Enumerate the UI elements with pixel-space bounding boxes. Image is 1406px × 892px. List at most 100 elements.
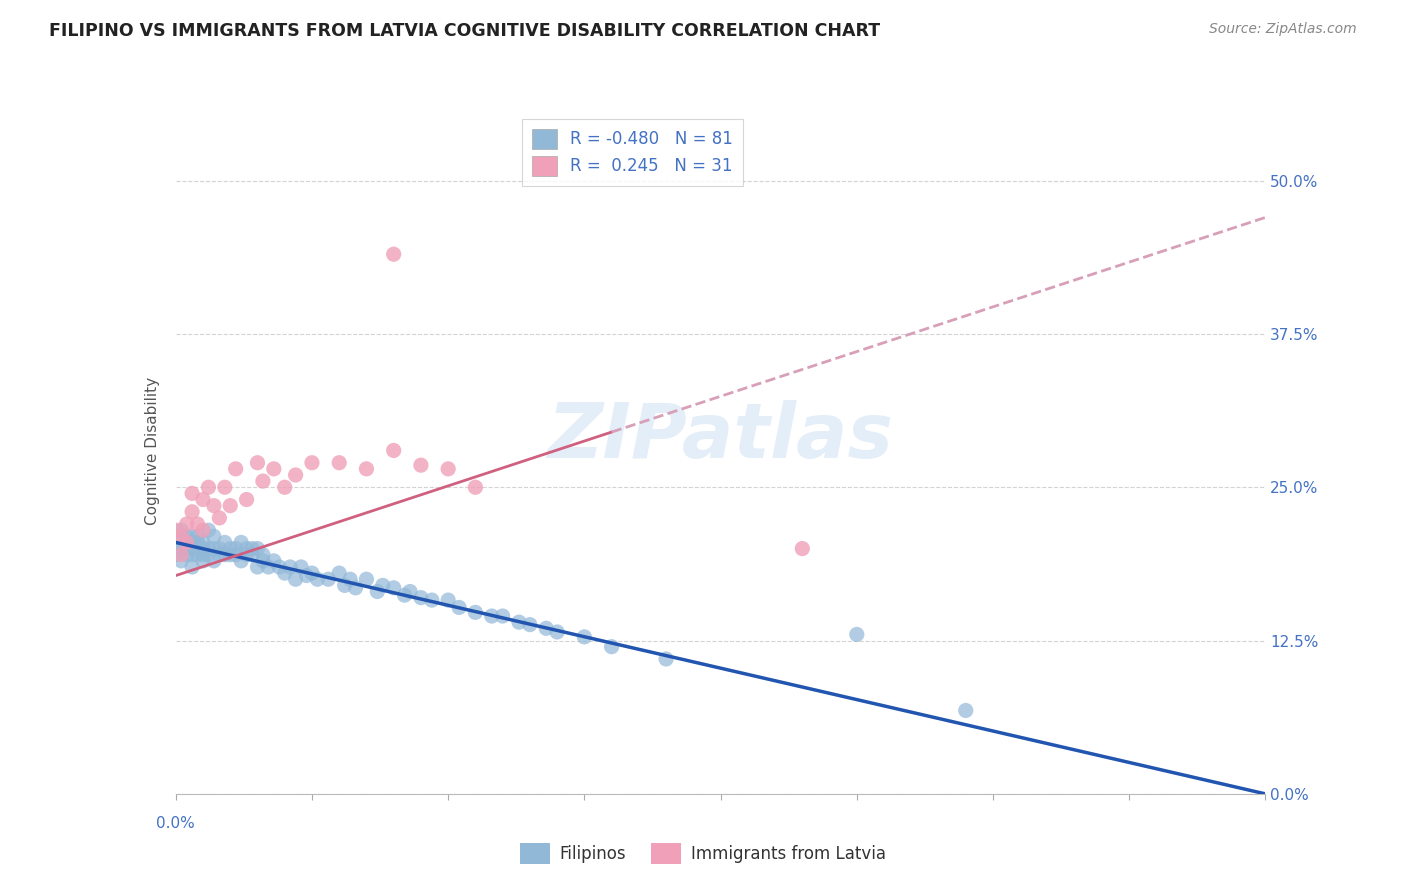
Point	[246, 456, 269, 470]
Point	[574, 630, 596, 644]
Point	[181, 548, 204, 562]
Point	[263, 462, 285, 476]
Point	[186, 548, 209, 562]
Point	[235, 492, 257, 507]
Point	[845, 627, 868, 641]
Point	[176, 535, 198, 549]
Point	[225, 462, 247, 476]
Point	[197, 523, 219, 537]
Point	[191, 541, 214, 556]
Point	[170, 535, 193, 549]
Point	[170, 523, 193, 537]
Point	[186, 535, 209, 549]
Point	[464, 480, 486, 494]
Point	[165, 523, 187, 537]
Text: 0.0%: 0.0%	[156, 816, 195, 830]
Point	[165, 548, 187, 562]
Point	[246, 541, 269, 556]
Point	[176, 529, 198, 543]
Point	[278, 560, 301, 574]
Text: Source: ZipAtlas.com: Source: ZipAtlas.com	[1209, 22, 1357, 37]
Point	[252, 554, 274, 568]
Point	[274, 566, 297, 581]
Point	[208, 548, 231, 562]
Point	[366, 584, 388, 599]
Point	[170, 541, 193, 556]
Point	[181, 560, 204, 574]
Point	[284, 572, 307, 586]
Point	[170, 548, 193, 562]
Point	[301, 456, 323, 470]
Point	[252, 548, 274, 562]
Point	[394, 588, 416, 602]
Point	[955, 703, 977, 717]
Point	[191, 535, 214, 549]
Point	[328, 566, 350, 581]
Point	[240, 548, 263, 562]
Point	[219, 541, 242, 556]
Point	[202, 554, 225, 568]
Point	[246, 560, 269, 574]
Point	[546, 624, 568, 639]
Point	[382, 247, 405, 261]
Point	[214, 535, 236, 549]
Point	[655, 652, 678, 666]
Point	[437, 593, 460, 607]
Point	[235, 548, 257, 562]
Point	[181, 505, 204, 519]
Point	[301, 566, 323, 581]
Point	[333, 578, 356, 592]
Point	[481, 609, 503, 624]
Point	[225, 541, 247, 556]
Point	[447, 600, 470, 615]
Point	[191, 548, 214, 562]
Point	[202, 529, 225, 543]
Point	[170, 529, 193, 543]
Point	[235, 541, 257, 556]
Point	[437, 462, 460, 476]
Point	[191, 554, 214, 568]
Point	[399, 584, 422, 599]
Point	[328, 456, 350, 470]
Point	[170, 554, 193, 568]
Point	[339, 572, 361, 586]
Point	[202, 541, 225, 556]
Point	[214, 548, 236, 562]
Point	[371, 578, 394, 592]
Y-axis label: Cognitive Disability: Cognitive Disability	[145, 376, 160, 524]
Legend: Filipinos, Immigrants from Latvia: Filipinos, Immigrants from Latvia	[513, 837, 893, 871]
Point	[197, 548, 219, 562]
Point	[191, 492, 214, 507]
Point	[208, 511, 231, 525]
Point	[252, 474, 274, 488]
Point	[186, 529, 209, 543]
Point	[382, 581, 405, 595]
Point	[181, 541, 204, 556]
Point	[176, 541, 198, 556]
Point	[202, 499, 225, 513]
Point	[214, 480, 236, 494]
Point	[191, 523, 214, 537]
Point	[231, 554, 253, 568]
Text: ZIPatlas: ZIPatlas	[547, 400, 894, 474]
Point	[409, 458, 432, 473]
Point	[197, 541, 219, 556]
Point	[219, 548, 242, 562]
Point	[240, 541, 263, 556]
Point	[600, 640, 623, 654]
Point	[792, 541, 814, 556]
Point	[225, 548, 247, 562]
Point	[208, 541, 231, 556]
Point	[534, 621, 557, 635]
Point	[269, 560, 291, 574]
Point	[257, 560, 280, 574]
Point	[344, 581, 367, 595]
Text: FILIPINO VS IMMIGRANTS FROM LATVIA COGNITIVE DISABILITY CORRELATION CHART: FILIPINO VS IMMIGRANTS FROM LATVIA COGNI…	[49, 22, 880, 40]
Point	[186, 517, 209, 532]
Point	[284, 467, 307, 482]
Point	[492, 609, 515, 624]
Point	[263, 554, 285, 568]
Point	[382, 443, 405, 458]
Point	[176, 517, 198, 532]
Point	[290, 560, 312, 574]
